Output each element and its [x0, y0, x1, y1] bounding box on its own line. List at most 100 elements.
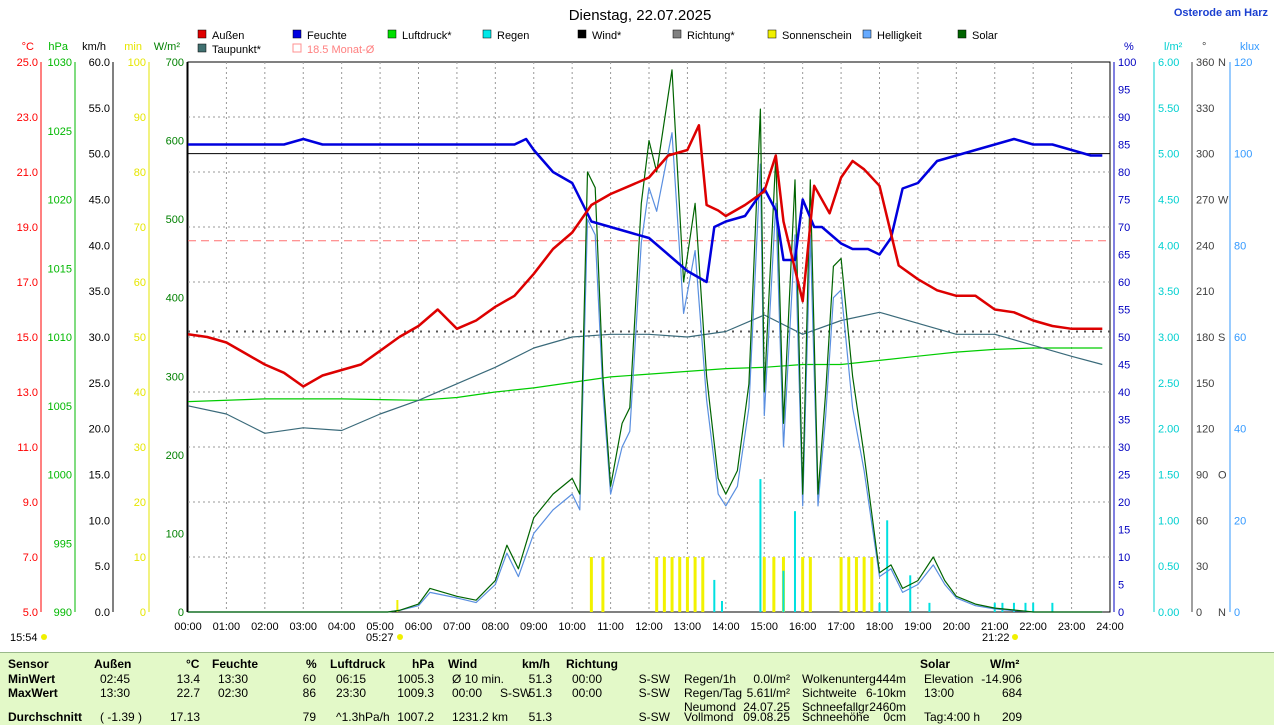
- press-tick-label: 995: [54, 538, 72, 550]
- cell-s-v: 684: [1001, 686, 1022, 700]
- rain-tick-label: 0.00: [1158, 607, 1179, 619]
- rain-tick-label: 1.50: [1158, 470, 1179, 482]
- hdr-feuchte: Feuchte: [212, 657, 259, 671]
- cell-r-v: S-SW: [638, 710, 670, 724]
- x-tick-label: 09:00: [520, 621, 548, 633]
- cell-d-t: ^1.3hPa/h: [336, 710, 390, 724]
- sun-axis-unit: min: [124, 41, 142, 53]
- hum-tick-label: 50: [1118, 332, 1130, 344]
- legend-label: Richtung*: [687, 30, 735, 42]
- rain-tick-label: 3.50: [1158, 286, 1179, 298]
- hum-tick-label: 40: [1118, 387, 1130, 399]
- wind-tick-label: 60.0: [89, 57, 110, 69]
- wind-tick-label: 55.0: [89, 103, 110, 115]
- temp-tick-label: 23.0: [17, 112, 38, 124]
- cell-s-v: 209: [1001, 710, 1022, 724]
- dir-letter: W: [1218, 195, 1229, 207]
- legend-label: Taupunkt*: [212, 44, 262, 56]
- sunshine-bar: [847, 557, 851, 612]
- temp-tick-label: 21.0: [17, 167, 38, 179]
- legend: Außen Feuchte Luftdruck* Regen Wind* Richtung…: [197, 29, 998, 56]
- hum-tick-label: 95: [1118, 85, 1130, 97]
- sun-tick-label: 70: [134, 222, 146, 234]
- rain-tick-label: 6.00: [1158, 57, 1179, 69]
- axes: 00:00 01:00 02:00 03:00 04:00 05:00 06:00 07:00…: [10, 41, 1260, 644]
- cell-x2: Wolkenunterg: [802, 672, 876, 686]
- cell-s-t: Tag:4:00 h: [924, 710, 981, 724]
- rain-bar: [1012, 602, 1015, 612]
- x-tick-label: 22:00: [1019, 621, 1047, 633]
- press-tick-label: 1010: [48, 332, 72, 344]
- hum-tick-label: 90: [1118, 112, 1130, 124]
- sunshine-bar: [801, 557, 805, 612]
- temp-tick-label: 11.0: [17, 442, 38, 454]
- x-tick-label: 20:00: [943, 621, 971, 633]
- rain-bar: [720, 601, 723, 612]
- legend-label: Außen: [212, 30, 244, 42]
- cell-x1: Vollmond: [684, 710, 734, 724]
- rain-tick-label: 4.50: [1158, 195, 1179, 207]
- dir-tick-label: 270: [1196, 195, 1214, 207]
- series: [187, 69, 1110, 613]
- cell-d-t: 06:15: [336, 672, 367, 686]
- hum-tick-label: 35: [1118, 415, 1130, 427]
- cell-r-t: 00:00: [572, 686, 603, 700]
- legend-label: Wind*: [592, 30, 622, 42]
- sunshine-bar: [662, 557, 666, 612]
- lux-tick-label: 0: [1234, 607, 1240, 619]
- rain-tick-label: 2.00: [1158, 424, 1179, 436]
- sun-tick-label: 100: [128, 57, 146, 69]
- x-tick-label: 19:00: [904, 621, 932, 633]
- cell-w-t: Ø 10 min.: [452, 672, 505, 686]
- rain-bar: [1024, 602, 1027, 612]
- rain-bar: [909, 575, 912, 612]
- hum-tick-label: 15: [1118, 525, 1130, 537]
- cell-x1: Regen/Tag: [684, 686, 743, 700]
- legend-swatch: [767, 29, 777, 39]
- press-tick-label: 1030: [48, 57, 72, 69]
- cell-a-t: ( -1.39 ): [100, 710, 143, 724]
- x-tick-label: 00:00: [174, 621, 202, 633]
- cell-w-v: 51.3: [528, 686, 552, 700]
- wind-tick-label: 40.0: [89, 240, 110, 252]
- cell-w-v: 51.3: [528, 710, 552, 724]
- solar-tick-label: 700: [166, 57, 184, 69]
- sunshine-bar: [862, 557, 866, 612]
- sunshine-bar: [772, 557, 776, 612]
- rain-bar: [759, 479, 762, 612]
- x-tick-label: 04:00: [328, 621, 356, 633]
- cell-x2: Schneehöhe: [802, 710, 870, 724]
- hdr-druck: Luftdruck: [330, 657, 386, 671]
- lux-tick-label: 120: [1234, 57, 1252, 69]
- dir-tick-label: 240: [1196, 240, 1214, 252]
- hum-tick-label: 25: [1118, 470, 1130, 482]
- hum-tick-label: 80: [1118, 167, 1130, 179]
- legend-label: Regen: [497, 30, 529, 42]
- dir-letter: S: [1218, 332, 1225, 344]
- rain-tick-label: 3.00: [1158, 332, 1179, 344]
- legend-label: Solar: [972, 30, 998, 42]
- cell-a-v: 17.13: [169, 710, 200, 724]
- solar-tick-label: 500: [166, 214, 184, 226]
- x-tick-label: 08:00: [482, 621, 510, 633]
- sun-tick-label: 80: [134, 167, 146, 179]
- cell-f-t: 02:30: [218, 686, 249, 700]
- series-feuchte: [188, 137, 1103, 284]
- cell-x1v: 0.0l/m²: [753, 672, 790, 686]
- legend-swatch: [292, 43, 302, 53]
- cell-s-t: Elevation: [924, 672, 974, 686]
- series-helligkeit: [188, 132, 1103, 613]
- dir-tick-label: 120: [1196, 424, 1214, 436]
- sun-tick-label: 50: [134, 332, 146, 344]
- cell-w-v: 51.3: [528, 672, 552, 686]
- sun-tick-label: 60: [134, 277, 146, 289]
- hum-tick-label: 85: [1118, 140, 1130, 152]
- x-tick-label: 16:00: [789, 621, 817, 633]
- sunshine-bar: [693, 557, 697, 612]
- lux-axis-unit: klux: [1240, 41, 1260, 53]
- sunshine-bar: [655, 557, 659, 612]
- hum-tick-label: 55: [1118, 305, 1130, 317]
- current-time-marker: [41, 634, 47, 640]
- dir-letter: O: [1218, 470, 1227, 482]
- hum-tick-label: 75: [1118, 195, 1130, 207]
